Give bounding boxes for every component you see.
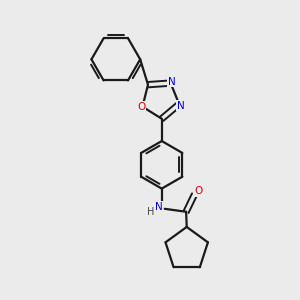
Text: N: N [155, 202, 163, 212]
Text: O: O [137, 102, 145, 112]
Text: N: N [177, 100, 184, 111]
Text: O: O [194, 186, 202, 196]
Text: N: N [168, 76, 176, 87]
Text: H: H [147, 207, 154, 217]
